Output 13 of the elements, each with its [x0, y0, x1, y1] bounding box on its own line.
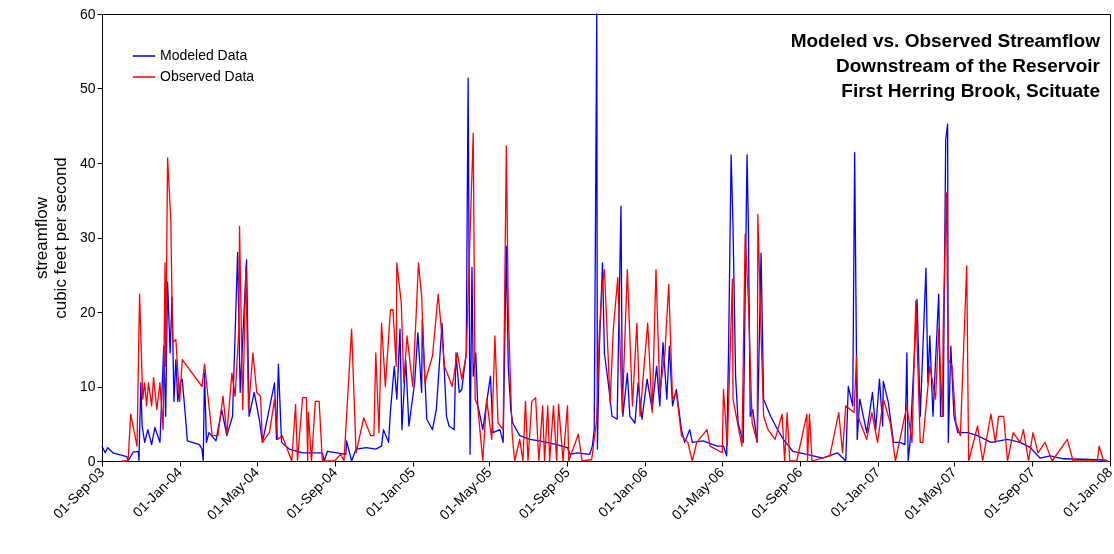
- legend-label: Modeled Data: [160, 47, 248, 63]
- line-series: [101, 13, 1108, 462]
- legend-label: Observed Data: [160, 68, 255, 84]
- text: Modeled vs. Observed Streamflow Downstream of the Reservoir First Herring Brook, Scituate: [790, 30, 1101, 101]
- y-tick-label: 0: [87, 452, 96, 469]
- y-tick-label: 40: [79, 154, 96, 171]
- y-tick-label: 20: [79, 303, 96, 320]
- y-tick-label: 30: [79, 229, 96, 245]
- line-series: [121, 132, 1109, 462]
- y-tick-label: 50: [79, 80, 96, 96]
- y-axis-title: streamflow cubic feet per second: [31, 157, 70, 319]
- y-tick-label: 10: [79, 378, 96, 394]
- y-tick-label: 60: [79, 5, 96, 22]
